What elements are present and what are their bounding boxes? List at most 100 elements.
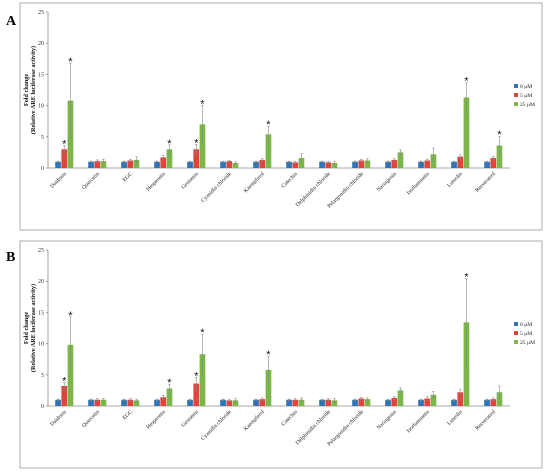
bar-7-1 [292,162,299,168]
bar-13-0 [484,399,490,406]
bar-6-2 [265,369,272,406]
bar-10-2 [397,152,404,168]
y-tick-label: 0 [41,404,44,410]
significance-star: * [68,56,73,68]
bar-2-2 [133,159,140,168]
bar-10-0 [385,399,391,406]
bar-5-2 [232,163,239,168]
bar-2-0 [121,161,127,168]
y-tick-label: 0 [41,166,44,172]
bar-11-1 [424,160,431,168]
bar-9-0 [352,399,358,406]
bar-12-0 [451,399,457,406]
significance-star: * [464,76,469,88]
bar-8-2 [331,400,338,406]
bar-8-2 [331,163,338,168]
bar-4-0 [187,161,193,168]
bar-0-2 [67,344,74,406]
chart-b: 0 5 10 15 20 25 Fold change (Relative ARE lucif… [19,240,543,469]
bar-7-1 [292,399,299,406]
bar-3-2 [166,149,173,168]
significance-star: * [266,349,271,361]
bar-13-2 [496,392,503,406]
significance-star: * [62,139,67,151]
bar-12-1 [457,392,464,406]
bar-3-0 [154,161,160,168]
bar-8-0 [319,161,325,168]
significance-star: * [200,327,205,339]
bar-7-2 [298,399,305,406]
significance-star: * [200,99,205,111]
significance-star: * [464,272,469,284]
bar-1-2 [100,161,107,168]
legend-label: 5 μM [520,93,532,99]
bar-12-0 [451,161,457,168]
y-axis-label-sub: (Relative ARE luciferase activity) [30,46,37,134]
bar-3-2 [166,388,173,406]
y-tick-label: 15 [38,72,44,78]
bar-13-2 [496,145,503,168]
bar-4-0 [187,399,193,406]
significance-star: * [167,138,172,150]
bar-6-1 [259,159,266,168]
significance-star: * [266,119,271,131]
bar-12-1 [457,156,464,168]
bar-2-0 [121,399,127,406]
legend-label: 0 μM [520,322,532,328]
bar-4-1 [193,149,200,168]
bar-0-1 [61,386,68,406]
bar-11-0 [418,161,424,168]
legend-label: 5 μM [520,331,532,337]
y-tick-label: 10 [38,104,44,110]
bar-10-2 [397,390,404,406]
bar-8-0 [319,399,325,406]
y-axis-label-sub: (Relative ARE luciferase activity) [30,284,37,372]
y-tick-label: 5 [41,135,44,141]
significance-star: * [497,129,502,141]
panel-a-letter: A [6,14,17,29]
bar-13-0 [484,161,490,168]
bar-12-2 [463,97,470,168]
bar-11-2 [430,154,437,168]
bar-0-1 [61,149,68,168]
bar-4-1 [193,383,200,406]
bar-7-0 [286,399,292,406]
bar-9-2 [364,399,371,406]
y-axis-label: Fold change [23,74,30,106]
legend-swatch-2 [514,340,518,344]
chart-frame [19,2,543,231]
bar-1-1 [94,399,101,406]
bar-11-0 [418,399,424,406]
legend-swatch-0 [514,322,518,326]
bar-1-0 [88,399,94,406]
significance-star: * [62,375,67,387]
legend-swatch-1 [514,331,518,335]
significance-star: * [68,310,73,322]
bar-6-1 [259,399,266,406]
y-tick-label: 25 [38,10,44,16]
bar-13-1 [490,158,497,168]
bar-9-1 [358,160,365,168]
y-tick-label: 5 [41,373,44,379]
legend-label: 25 μM [520,102,535,108]
bar-5-1 [226,400,233,406]
bar-5-0 [220,399,226,406]
bar-3-1 [160,157,167,168]
panel-b-letter: B [6,250,16,265]
bar-3-1 [160,397,167,406]
bar-5-0 [220,161,226,168]
bar-9-1 [358,398,365,406]
bar-8-1 [325,399,332,406]
bar-10-0 [385,161,391,168]
legend-label: 25 μM [520,340,535,346]
bar-4-2 [199,354,206,406]
bar-10-1 [391,159,398,168]
bar-6-0 [253,161,259,168]
bar-6-2 [265,134,272,168]
bar-1-0 [88,161,94,168]
bar-2-1 [127,399,134,406]
y-tick-label: 10 [38,342,44,348]
bar-3-0 [154,399,160,406]
legend-swatch-1 [514,93,518,97]
y-tick-label: 20 [38,279,44,285]
